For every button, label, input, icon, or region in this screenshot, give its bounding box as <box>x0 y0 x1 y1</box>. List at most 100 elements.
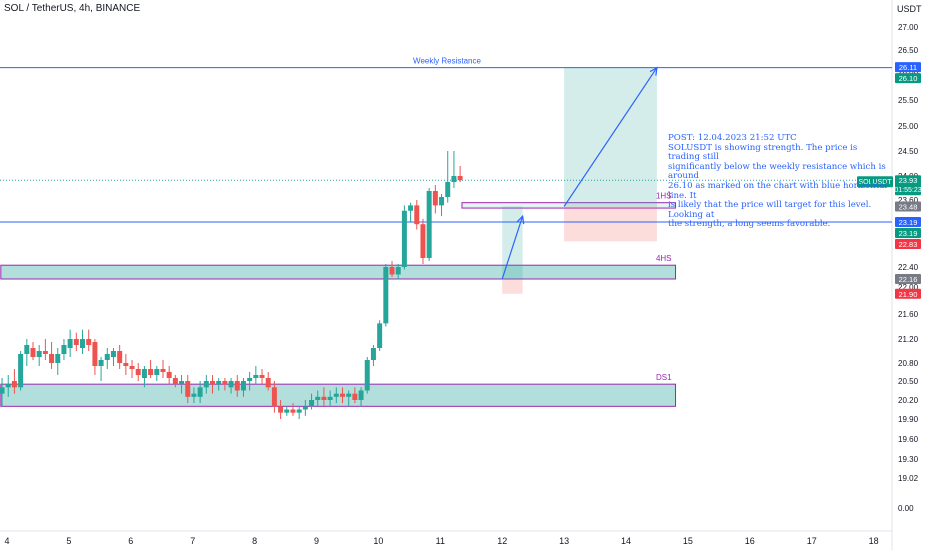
candle <box>222 378 228 391</box>
candle-body <box>401 210 407 267</box>
candle-body <box>265 378 271 388</box>
candle <box>234 375 240 397</box>
candle-body <box>216 381 222 385</box>
small-position-target-zone <box>502 206 523 279</box>
candle <box>61 339 67 360</box>
y-tick-label: 23.60 <box>898 196 919 205</box>
candle <box>5 375 11 397</box>
annotation-line: POST: 12.04.2023 21:52 UTC <box>668 133 797 143</box>
candle-body <box>117 351 123 363</box>
y-tick-label: 22.00 <box>898 283 919 292</box>
candle <box>240 378 246 397</box>
candle-body <box>166 372 172 378</box>
candle-body <box>197 387 203 397</box>
level-lines-layer <box>0 67 892 223</box>
candle-body <box>383 267 389 324</box>
symbol-tag: SOLUSDT <box>858 179 892 186</box>
candle-body <box>135 369 141 375</box>
candles-layer <box>0 151 463 419</box>
y-axis: 27.0026.5026.0025.5025.0024.5024.0023.60… <box>898 23 919 513</box>
candle <box>265 372 271 391</box>
y-tick-label: 27.00 <box>898 23 919 32</box>
annotation-line: the strength, a long seems favorable. <box>668 219 831 230</box>
candle-body <box>451 176 457 182</box>
target-arrow <box>563 67 658 207</box>
candle <box>104 348 110 369</box>
price-tag: 23.19 <box>895 217 921 228</box>
candle <box>333 387 339 404</box>
candle <box>271 381 277 413</box>
candle-body <box>309 400 315 407</box>
arrow-head <box>649 66 658 76</box>
price-tag-countdown: 01:55:23 <box>894 187 921 194</box>
candle-body <box>30 348 36 357</box>
y-tick-label: 21.20 <box>898 335 919 344</box>
candle-body <box>55 354 61 363</box>
candle-body <box>172 378 178 385</box>
target-arrow <box>501 215 524 280</box>
candle <box>141 366 147 388</box>
price-tag-value: 23.19 <box>899 218 918 227</box>
candle-body <box>123 363 129 366</box>
price-tag-value: 23.93 <box>899 176 918 185</box>
candle <box>210 375 216 394</box>
candle <box>420 218 426 264</box>
candle <box>80 329 86 354</box>
chart-header-title: SOL / TetherUS, 4h, BINANCE <box>4 3 141 14</box>
price-tag-bg <box>895 62 921 73</box>
candle <box>339 387 345 404</box>
candle <box>42 339 48 360</box>
candle-body <box>0 387 5 394</box>
candle <box>18 351 24 391</box>
symbol-tag-bg <box>857 176 893 188</box>
y-tick-label: 24.50 <box>898 147 919 156</box>
candle <box>278 400 284 419</box>
price-tag-bg <box>895 288 921 299</box>
candle <box>0 378 5 407</box>
price-tag-bg <box>895 228 921 239</box>
candle <box>49 342 55 369</box>
candle <box>315 390 321 407</box>
candle-body <box>73 339 79 345</box>
candle-body <box>24 345 30 354</box>
arrows-layer <box>501 66 658 280</box>
currency-label: USDT <box>897 4 922 14</box>
y-tick-label: 19.60 <box>898 435 919 444</box>
candle-body <box>457 176 463 181</box>
x-tick-label: 17 <box>807 536 817 546</box>
candle <box>457 166 463 182</box>
long-position-stop-zone <box>564 206 657 242</box>
candle <box>185 375 191 404</box>
price-tag: 23.19 <box>895 228 921 239</box>
x-tick-label: 18 <box>869 536 879 546</box>
price-tag: 22.16 <box>895 274 921 284</box>
candle <box>129 360 135 378</box>
candle <box>401 205 407 270</box>
candle-body <box>389 267 395 275</box>
candle-body <box>92 342 98 366</box>
candle <box>197 381 203 404</box>
candle <box>117 345 123 369</box>
price-tag-bg <box>895 239 921 250</box>
candle <box>352 387 358 404</box>
candle-body <box>445 182 451 197</box>
candle <box>98 357 104 381</box>
candle-body <box>234 381 240 391</box>
candle-body <box>18 354 24 388</box>
candle-body <box>247 378 253 381</box>
candle <box>408 202 414 222</box>
price-tag-value: 21.90 <box>899 290 918 299</box>
candle <box>154 366 160 381</box>
y-tick-label: 25.00 <box>898 122 919 131</box>
candle-body <box>222 381 228 385</box>
x-tick-label: 10 <box>373 536 383 546</box>
x-tick-label: 11 <box>436 536 445 546</box>
candle-body <box>284 409 290 413</box>
candle <box>253 366 259 385</box>
candle <box>327 390 333 407</box>
arrow-head <box>516 214 525 225</box>
candle-body <box>179 381 185 385</box>
candle-body <box>339 393 345 397</box>
